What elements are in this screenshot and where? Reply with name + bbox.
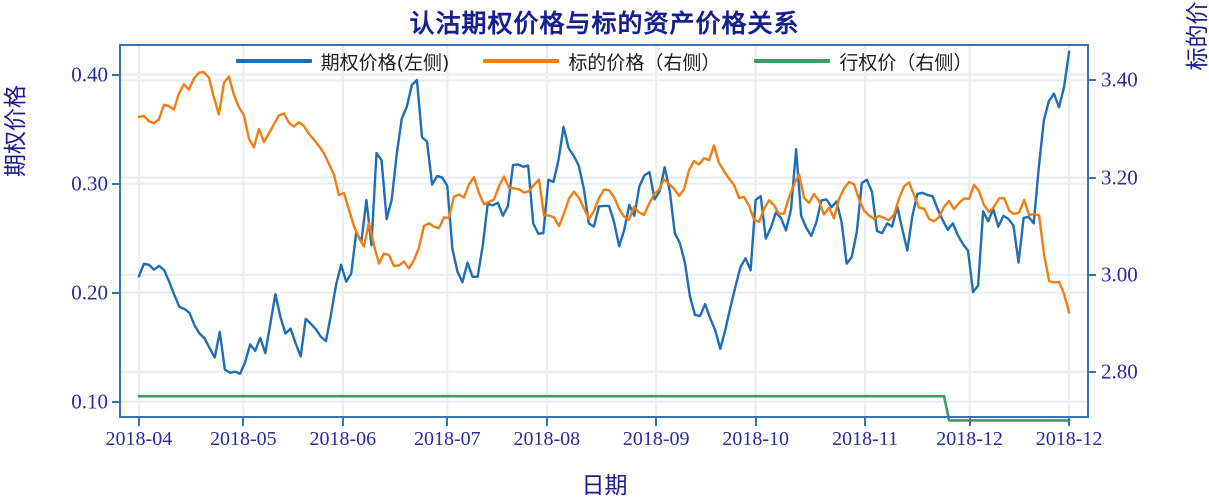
y-tick-left: 0.40 xyxy=(71,62,108,87)
x-tick-mark xyxy=(137,418,140,426)
y-tick-right: 3.00 xyxy=(1101,262,1138,287)
y-tick-mark-left xyxy=(112,73,119,76)
x-tick: 2018-11 xyxy=(832,428,899,450)
y-tick-right: 2.80 xyxy=(1101,359,1138,384)
y-tick-mark-right xyxy=(1089,273,1096,276)
y-tick-right: 3.40 xyxy=(1101,67,1138,92)
y-tick-mark-left xyxy=(112,182,119,185)
plot-area xyxy=(119,44,1089,422)
data-series-group xyxy=(137,50,1071,422)
x-tick: 2018-10 xyxy=(722,428,790,450)
x-tick-mark xyxy=(864,418,867,426)
chart-title: 认沽期权价格与标的资产价格关系 xyxy=(409,9,800,38)
x-tick: 2018-07 xyxy=(413,428,481,450)
x-tick-mark xyxy=(968,418,971,426)
x-tick: 2018-12 xyxy=(936,428,1003,450)
x-tick-mark xyxy=(242,418,245,426)
grid-lines xyxy=(119,44,1089,418)
y-tick-mark-left xyxy=(112,400,119,403)
x-tick: 2018-12 xyxy=(1035,428,1103,450)
y-tick-mark-right xyxy=(1089,79,1096,82)
x-tick-mark xyxy=(1068,418,1071,426)
x-tick: 2018-06 xyxy=(309,428,377,450)
x-tick: 2018-05 xyxy=(210,428,277,450)
x-tick-mark xyxy=(545,418,548,426)
y-tick-left: 0.30 xyxy=(71,171,108,196)
y-tick-left: 0.10 xyxy=(71,389,108,414)
y-tick-left: 0.20 xyxy=(71,280,108,305)
x-tick: 2018-04 xyxy=(105,428,173,450)
x-tick-mark xyxy=(655,418,658,426)
y-axis-label-left: 期权价格 xyxy=(3,85,29,177)
series-line-option-price xyxy=(137,50,1071,376)
y-tick-right: 3.20 xyxy=(1101,165,1138,190)
x-tick: 2018-09 xyxy=(622,428,690,450)
series-line-strike-price xyxy=(137,394,1071,422)
y-axis-label-right: 标的价、行权价 xyxy=(1178,0,1209,115)
x-tick-mark xyxy=(446,418,449,426)
y-tick-mark-right xyxy=(1089,370,1096,373)
y-tick-mark-right xyxy=(1089,176,1096,179)
y-tick-mark-left xyxy=(112,291,119,294)
x-tick-mark xyxy=(754,418,757,426)
series-line-underlying-price xyxy=(137,70,1071,314)
x-axis-label: 日期 xyxy=(581,473,628,499)
x-tick: 2018-08 xyxy=(513,428,581,450)
x-tick-mark xyxy=(341,418,344,426)
